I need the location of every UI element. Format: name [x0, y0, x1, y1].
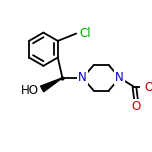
Text: O: O: [132, 100, 141, 113]
Text: N: N: [78, 71, 87, 84]
Text: O: O: [145, 81, 152, 94]
Polygon shape: [41, 78, 62, 92]
Text: N: N: [115, 71, 124, 84]
Text: HO: HO: [20, 84, 38, 97]
Text: Cl: Cl: [79, 27, 91, 40]
